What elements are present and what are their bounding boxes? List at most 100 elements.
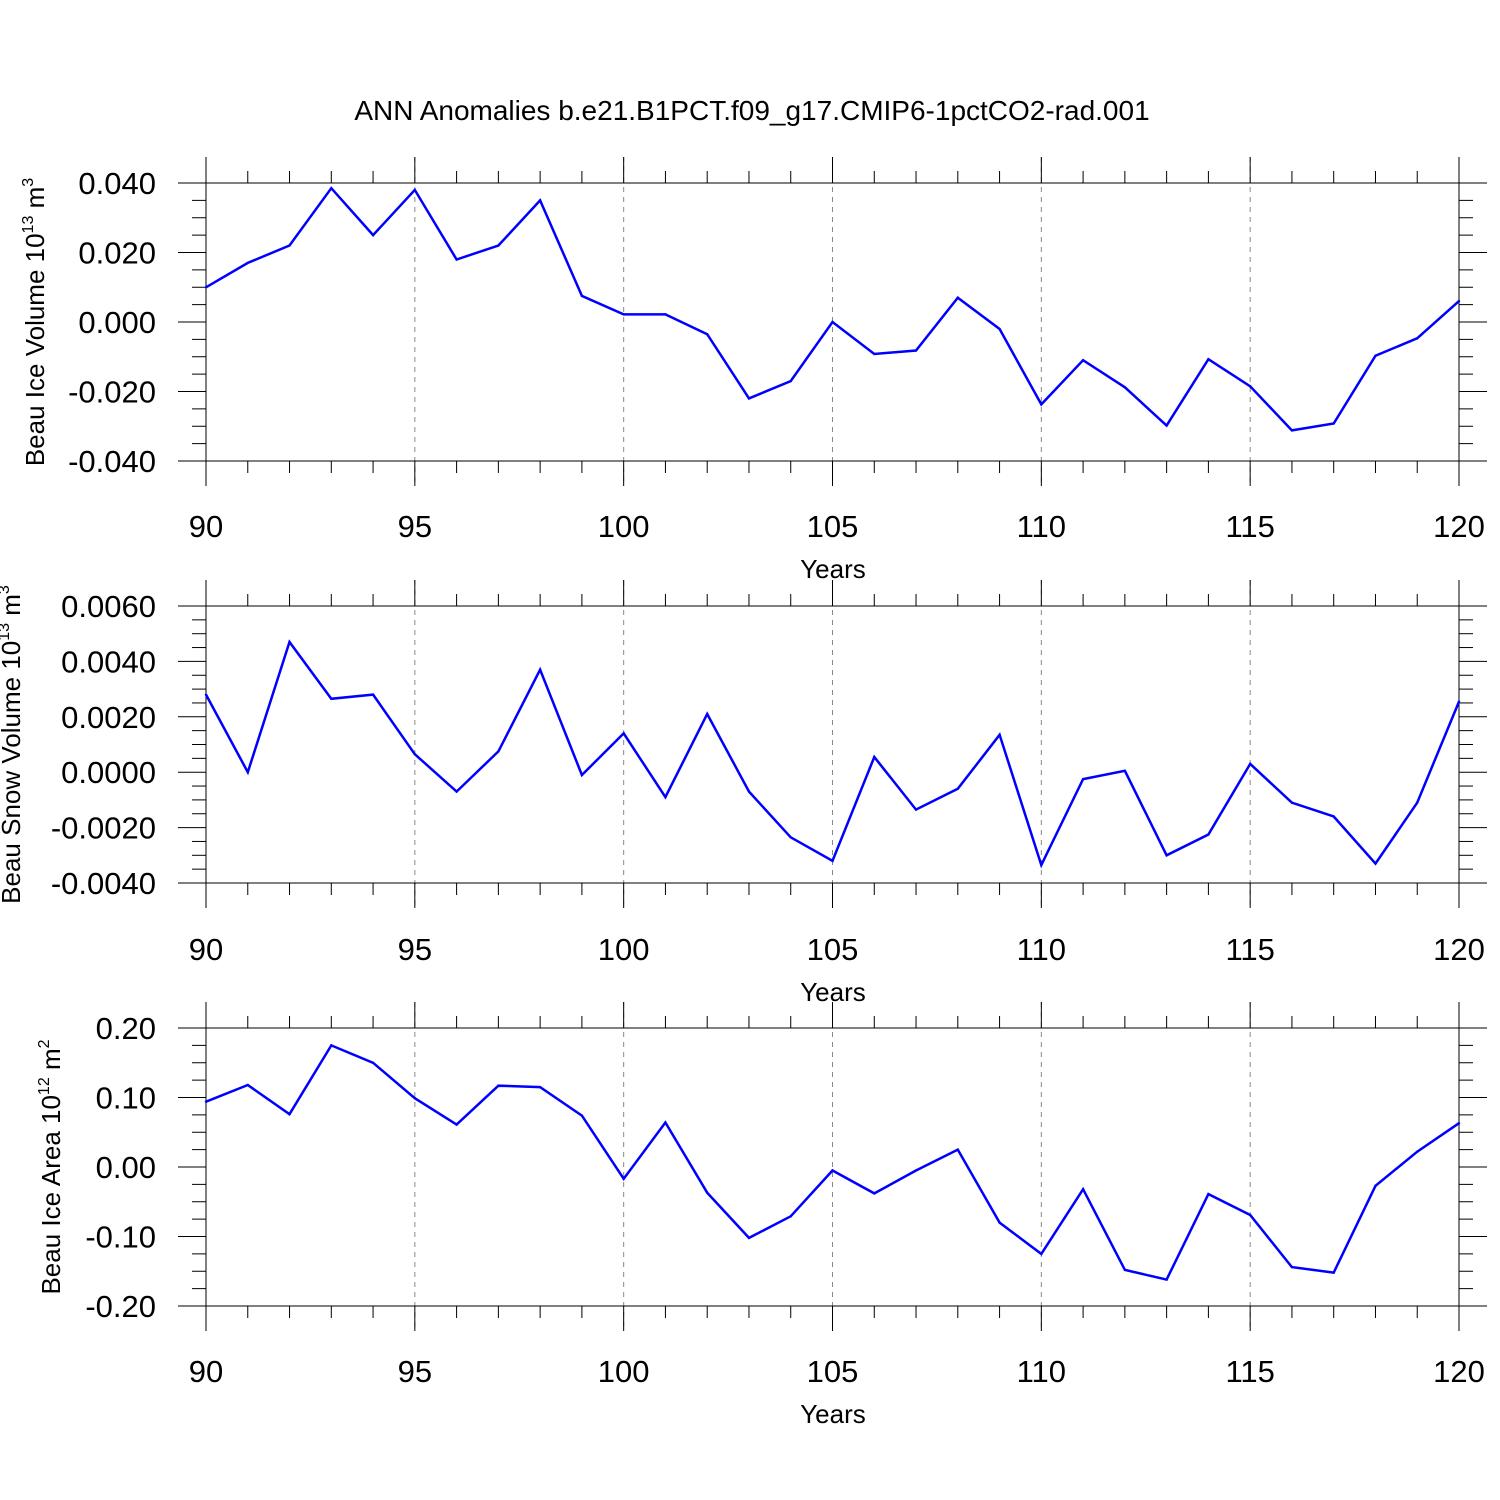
data-point xyxy=(706,712,709,716)
y-tick-label: -0.0040 xyxy=(51,866,156,901)
x-tick-label: 110 xyxy=(1017,509,1066,544)
data-point xyxy=(1248,1213,1252,1217)
data-point xyxy=(1416,1150,1419,1153)
data-point xyxy=(1290,801,1294,804)
data-point xyxy=(413,752,417,756)
y-tick-label: 0.00 xyxy=(96,1150,156,1185)
y-tick-label: -0.0020 xyxy=(51,811,156,846)
data-point xyxy=(1416,801,1419,804)
x-tick-label: 110 xyxy=(1017,932,1066,967)
data-point xyxy=(956,1148,959,1151)
data-point xyxy=(1081,1188,1085,1191)
x-tick-label: 120 xyxy=(1433,932,1485,967)
data-point xyxy=(497,244,500,247)
data-point xyxy=(1332,1271,1335,1274)
y-tick-label: -0.020 xyxy=(68,375,156,410)
data-point xyxy=(497,1084,500,1087)
x-tick-label: 110 xyxy=(1017,1354,1066,1389)
data-point xyxy=(622,732,625,735)
data-point xyxy=(497,750,500,753)
data-point xyxy=(1040,863,1043,867)
data-point xyxy=(1248,385,1252,388)
data-point xyxy=(1081,777,1085,781)
data-point xyxy=(288,1112,291,1116)
data-point xyxy=(246,771,249,774)
x-tick-label: 105 xyxy=(807,932,859,967)
data-point xyxy=(330,1044,333,1047)
x-tick-label: 95 xyxy=(398,509,432,544)
panel-3: -0.20 -0.10 0.00 0.10 0.20 90 95 100 105 110 115 12… xyxy=(36,1002,1487,1429)
y-tick-label: 0.0040 xyxy=(61,644,156,679)
figure-title: ANN Anomalies b.e21.B1PCT.f09_g17.CMIP6-… xyxy=(354,95,1149,126)
data-point xyxy=(1165,424,1168,427)
data-point xyxy=(1332,815,1335,818)
data-point xyxy=(455,790,458,793)
x-axis-label: Years xyxy=(800,554,866,584)
x-tick-label: 115 xyxy=(1225,932,1274,967)
data-point xyxy=(873,755,876,759)
data-point xyxy=(1416,337,1419,340)
data-point xyxy=(706,332,709,336)
data-point xyxy=(1374,354,1377,357)
data-point xyxy=(664,1121,667,1124)
data-point xyxy=(1457,299,1461,303)
data-point xyxy=(747,790,751,793)
x-tick-label: 120 xyxy=(1433,1354,1485,1389)
y-tick-label: 0.000 xyxy=(78,305,156,340)
y-tick-label: 0.040 xyxy=(78,166,156,201)
data-point xyxy=(204,1100,208,1103)
x-tick-label: 95 xyxy=(398,932,432,967)
data-point xyxy=(204,286,208,289)
data-point xyxy=(455,258,458,261)
x-tick-label: 115 xyxy=(1225,509,1274,544)
data-point xyxy=(1123,769,1127,773)
data-point xyxy=(1457,700,1461,703)
data-point xyxy=(413,188,417,192)
x-axis-label: Years xyxy=(800,1399,866,1429)
data-point xyxy=(998,1221,1001,1224)
x-tick-label: 105 xyxy=(807,1354,859,1389)
data-point xyxy=(1165,854,1168,857)
y-tick-label: 0.0000 xyxy=(61,755,156,790)
x-tick-label: 115 xyxy=(1225,1354,1274,1389)
panel-2: -0.0040 -0.0020 0.0000 0.0020 0.0040 0.0060 90… xyxy=(0,580,1487,1007)
data-point xyxy=(246,1083,249,1087)
data-point xyxy=(1290,429,1294,432)
data-point xyxy=(580,773,584,777)
y-tick-label: 0.020 xyxy=(78,236,156,271)
panel-1: -0.040 -0.020 0.000 0.020 0.040 90 95 100 105 110… xyxy=(20,157,1487,584)
data-point xyxy=(914,1169,918,1172)
data-point xyxy=(1123,386,1127,389)
y-tick-label: 0.0020 xyxy=(61,700,156,735)
data-point xyxy=(706,1191,709,1194)
data-point xyxy=(580,1114,584,1117)
data-point xyxy=(747,397,751,400)
x-tick-label: 95 xyxy=(398,1354,432,1389)
data-point xyxy=(288,640,291,644)
data-point xyxy=(580,294,584,298)
data-point xyxy=(1081,359,1085,362)
data-point xyxy=(831,1169,834,1172)
data-point xyxy=(538,668,542,671)
data-point xyxy=(914,349,918,352)
data-point xyxy=(538,1085,542,1089)
y-axis-label: Beau Ice Volume 1013 m3 xyxy=(20,178,50,466)
data-point xyxy=(873,1192,876,1195)
data-point xyxy=(1248,762,1252,766)
y-axis-label: Beau Snow Volume 1013 m3 xyxy=(0,585,26,904)
data-point xyxy=(914,808,918,811)
y-tick-label: -0.10 xyxy=(85,1220,156,1255)
data-point xyxy=(371,1061,375,1064)
y-tick-label: 0.10 xyxy=(96,1081,156,1116)
data-point xyxy=(789,1215,792,1218)
data-point xyxy=(1040,1252,1043,1256)
data-point xyxy=(1207,1192,1210,1196)
data-point xyxy=(831,859,834,863)
data-point xyxy=(664,795,667,799)
x-tick-label: 100 xyxy=(598,932,650,967)
data-point xyxy=(789,836,792,839)
data-point xyxy=(1165,1278,1168,1281)
data-point xyxy=(831,320,834,324)
y-tick-label: -0.20 xyxy=(85,1289,156,1324)
